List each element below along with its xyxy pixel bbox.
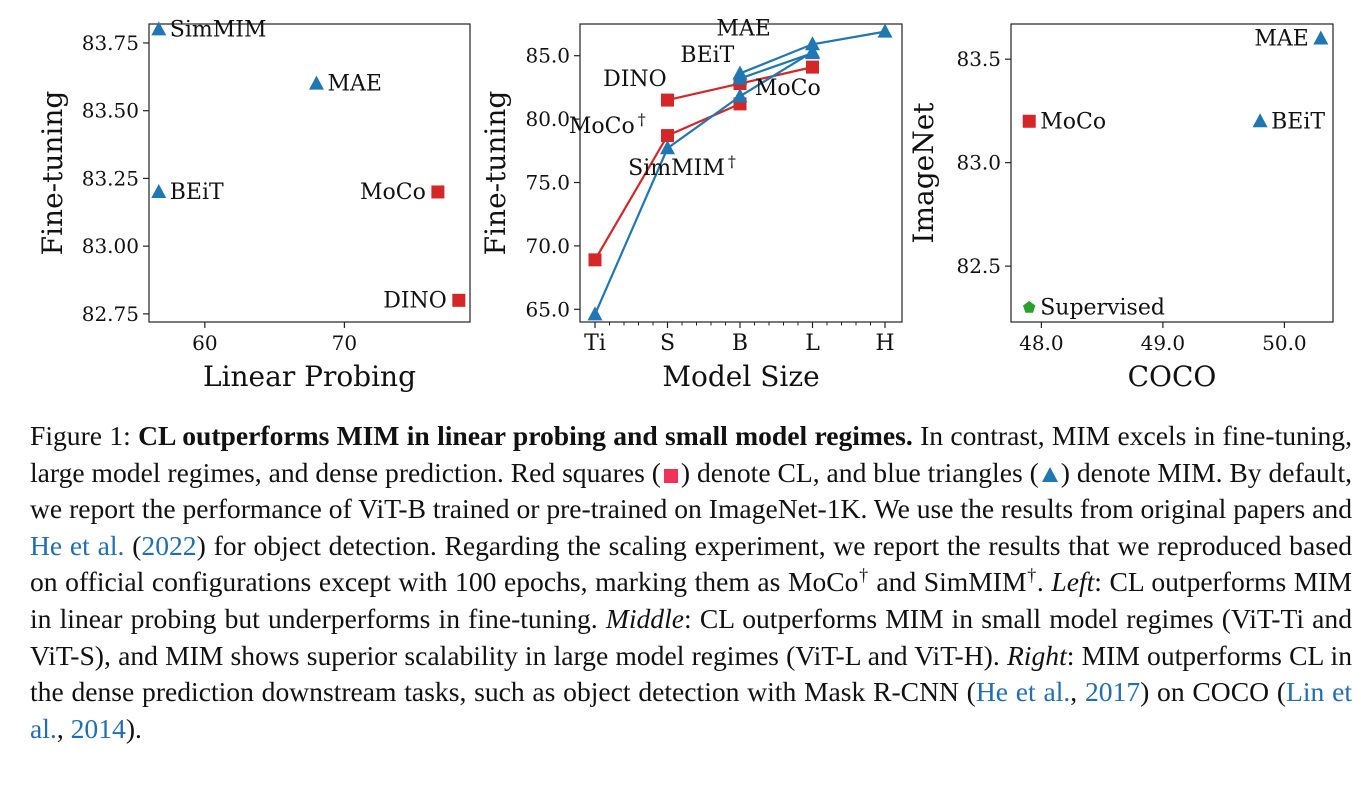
series-annotation: MoCo † xyxy=(569,110,646,139)
axes-frame xyxy=(148,23,471,323)
y-tick-label: 70.0 xyxy=(525,234,570,258)
y-tick-label: 75.0 xyxy=(525,171,570,195)
y-tick-label: 85.0 xyxy=(525,44,570,68)
chart-coco-vs-imagenet: 82.5 83.0 83.5 48.0 49.0 50.0 COCO ImageNet MAE M… xyxy=(907,23,1334,393)
series-point xyxy=(732,65,748,80)
x-tick-label: L xyxy=(805,331,820,356)
x-tick-label: 48.0 xyxy=(1019,331,1064,355)
y-tick-label: 83.00 xyxy=(82,234,139,258)
y-axis-label: Fine-tuning xyxy=(36,91,69,256)
caption-title: CL outperforms MIM in linear probing and… xyxy=(138,420,913,451)
point-mae xyxy=(308,75,324,90)
middle-text: : CL outperforms MIM in small model regi… xyxy=(30,602,1352,671)
caption-text-1: In contrast, MIM excels in fine-tuning, … xyxy=(30,420,1352,488)
series-line xyxy=(593,50,814,315)
x-tick-label: 70 xyxy=(332,331,357,355)
right-label: Right xyxy=(1006,639,1067,671)
series-point xyxy=(877,23,893,38)
figure-caption: Figure 1: CL outperforms MIM in linear p… xyxy=(30,420,1353,744)
citation-year-2022[interactable]: 2022 xyxy=(141,529,197,561)
y-tick-label: 82.5 xyxy=(956,254,1001,278)
figure-1: 82.75 83.00 83.25 83.50 83.75 60 70 Linear Prob… xyxy=(36,16,1334,393)
point-beit xyxy=(1252,113,1268,128)
y-tick-label: 65.0 xyxy=(525,297,570,321)
middle-label: Middle xyxy=(605,602,685,634)
point-mae xyxy=(1313,30,1329,45)
x-tick-label: 50.0 xyxy=(1262,331,1307,355)
x-axis-label: Model Size xyxy=(662,360,819,393)
chart-model-size-scaling: 65.0 70.0 75.0 80.0 85.0 Ti S B L H Model Size Fine… xyxy=(479,16,903,393)
y-tick-label: 83.75 xyxy=(82,31,139,55)
x-tick-label: Ti xyxy=(584,331,606,356)
blue-triangle-icon xyxy=(1041,466,1058,482)
point-simmim xyxy=(151,21,167,36)
series-point xyxy=(805,36,820,51)
y-tick-label: 83.50 xyxy=(82,99,139,123)
point-label: SimMIM xyxy=(170,17,267,42)
y-tick-label: 83.0 xyxy=(956,151,1001,175)
point-supervised xyxy=(1023,301,1036,313)
point-beit xyxy=(151,183,167,198)
x-tick-label: S xyxy=(660,331,675,356)
series-line xyxy=(739,52,813,80)
x-axis-label: Linear Probing xyxy=(203,360,416,393)
caption-text-2: ) denote CL, and blue triangles ( xyxy=(680,456,1039,488)
point-label: BEiT xyxy=(170,180,224,205)
series-point xyxy=(588,253,602,267)
y-tick-label: 83.5 xyxy=(956,47,1001,71)
citation-he-2017[interactable]: He et al. xyxy=(975,676,1071,708)
y-axis-label: ImageNet xyxy=(907,102,940,244)
point-dino xyxy=(452,293,466,307)
citation-he-2022[interactable]: He et al. xyxy=(30,529,125,561)
left-label: Left xyxy=(1051,566,1095,598)
point-moco xyxy=(1022,114,1036,128)
series-annotation: DINO xyxy=(603,67,667,92)
y-axis-label: Fine-tuning xyxy=(479,91,512,256)
y-tick-label: 80.0 xyxy=(525,107,570,131)
x-tick-label: B xyxy=(732,331,748,356)
point-label: Supervised xyxy=(1040,296,1165,321)
red-square-icon xyxy=(663,468,678,483)
series-point xyxy=(660,140,675,155)
point-label: MAE xyxy=(327,72,381,97)
x-tick-label: 49.0 xyxy=(1141,331,1186,355)
series-point xyxy=(587,306,603,321)
figure-label: Figure 1: xyxy=(30,420,131,451)
x-tick-label: H xyxy=(875,331,894,356)
x-axis-label: COCO xyxy=(1128,360,1217,393)
axes-frame xyxy=(579,23,903,323)
series-annotation: BEiT xyxy=(680,43,734,68)
y-tick-label: 82.75 xyxy=(82,302,139,326)
y-tick-label: 83.25 xyxy=(82,166,139,190)
series-point xyxy=(806,60,819,74)
citation-lin-2014[interactable]: Lin et al. xyxy=(30,676,1352,744)
right-text: : MIM outperforms CL in the dense predic… xyxy=(30,639,1352,708)
axes-frame xyxy=(1010,23,1334,323)
point-label: MoCo xyxy=(1040,109,1106,134)
citation-year-2017[interactable]: 2017 xyxy=(1084,676,1141,708)
series-annotation: SimMIM † xyxy=(628,152,736,181)
point-moco xyxy=(431,185,445,199)
series-point xyxy=(661,129,674,143)
series-annotation: MAE xyxy=(716,16,770,41)
chart-linear-vs-finetune: 82.75 83.00 83.25 83.50 83.75 60 70 Linear Prob… xyxy=(36,17,471,393)
caption-text-4: for object detection. Regarding the scal… xyxy=(30,529,1352,598)
x-tick-label: 60 xyxy=(192,331,217,355)
point-label: MAE xyxy=(1254,26,1308,51)
left-text: : CL outperforms MIM in linear probing b… xyxy=(30,566,1353,634)
series-point xyxy=(805,45,820,60)
series-point xyxy=(661,93,674,107)
citation-year-2014[interactable]: 2014 xyxy=(70,712,126,744)
moco-dagger: MoCo† xyxy=(787,565,869,598)
series-annotation: MoCo xyxy=(755,76,821,101)
series-point xyxy=(732,88,748,103)
point-label: MoCo xyxy=(360,180,426,205)
caption-text-3: ) denote MIM. By default, we report the … xyxy=(30,456,1353,525)
point-label: BEiT xyxy=(1271,109,1325,134)
simmim-dagger: SimMIM† xyxy=(923,565,1037,598)
point-label: DINO xyxy=(383,288,447,313)
